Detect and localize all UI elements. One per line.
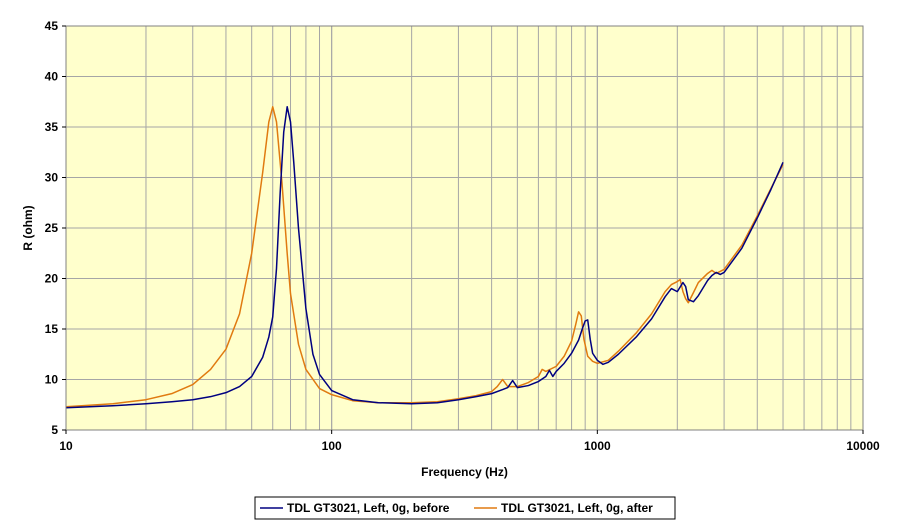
series-lines: [65, 106, 784, 409]
x-tick-label: 10000: [846, 439, 880, 453]
legend-label-after: TDL GT3021, Left, 0g, after: [501, 501, 653, 515]
x-axis-title: Frequency (Hz): [421, 465, 508, 479]
x-tick-label: 10: [59, 439, 73, 453]
y-tick-label: 10: [45, 373, 59, 387]
legend: TDL GT3021, Left, 0g, before TDL GT3021,…: [254, 496, 676, 520]
legend-box: [254, 496, 676, 520]
y-tick-label: 35: [45, 120, 59, 134]
x-tick-label: 100: [322, 439, 342, 453]
y-axis-ticks: 5 10 15 20 25 30 35 40 45: [45, 19, 66, 437]
y-tick-label: 40: [45, 70, 59, 84]
y-tick-label: 25: [45, 221, 59, 235]
series-line-after: [65, 106, 784, 408]
y-axis-title: R (ohm): [21, 205, 35, 250]
y-tick-label: 15: [45, 322, 59, 336]
series-line-before: [65, 106, 784, 409]
legend-label-before: TDL GT3021, Left, 0g, before: [287, 501, 450, 515]
y-tick-label: 20: [45, 272, 59, 286]
x-tick-label: 1000: [584, 439, 611, 453]
y-tick-label: 5: [51, 423, 58, 437]
y-tick-label: 45: [45, 19, 59, 33]
x-axis-ticks: 10 100 1000 10000: [59, 430, 880, 453]
y-tick-label: 30: [45, 171, 59, 185]
